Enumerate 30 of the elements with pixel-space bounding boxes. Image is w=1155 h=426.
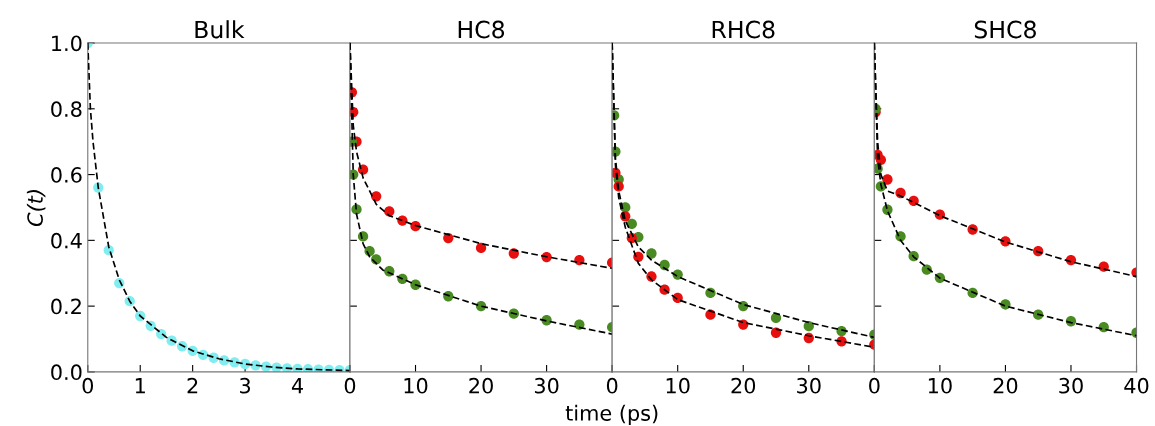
- x-tick-label: 10: [928, 377, 952, 394]
- x-tick-label: 10: [404, 377, 428, 394]
- x-tick-label: 20: [469, 377, 493, 394]
- x-axis-title: time (ps): [565, 404, 658, 425]
- x-tick-label: 40: [1124, 377, 1149, 394]
- y-tick-label: 0.8: [51, 101, 82, 118]
- x-tick-label: 0: [344, 377, 356, 394]
- x-tick-label: 3: [240, 377, 251, 394]
- chart-title: SHC8: [974, 20, 1036, 39]
- x-tick-label: 10: [666, 377, 690, 394]
- x-tick-label: 30: [534, 377, 559, 394]
- x-tick-label: 2: [187, 377, 198, 394]
- chart-title: RHC8: [712, 20, 775, 39]
- y-tick-label: 0.2: [51, 298, 81, 315]
- y-axis-title: C(t): [26, 190, 46, 227]
- x-tick-label: 30: [797, 377, 821, 394]
- chart-title: Bulk: [195, 20, 245, 39]
- y-tick-label: 0.6: [51, 167, 82, 183]
- y-tick-label: 0.0: [51, 364, 82, 381]
- x-tick-label: 20: [993, 377, 1018, 394]
- chart-title: HC8: [458, 20, 505, 39]
- y-tick-label: 0.4: [51, 232, 82, 249]
- x-tick-label: 0: [869, 377, 880, 394]
- x-tick-label: 1: [135, 378, 145, 394]
- x-tick-label: 0: [606, 377, 618, 394]
- x-tick-label: 30: [1059, 377, 1083, 394]
- y-tick-label: 1.0: [52, 35, 82, 52]
- x-tick-label: 0: [82, 377, 94, 394]
- x-tick-label: 20: [731, 377, 756, 394]
- x-tick-label: 4: [291, 378, 303, 394]
